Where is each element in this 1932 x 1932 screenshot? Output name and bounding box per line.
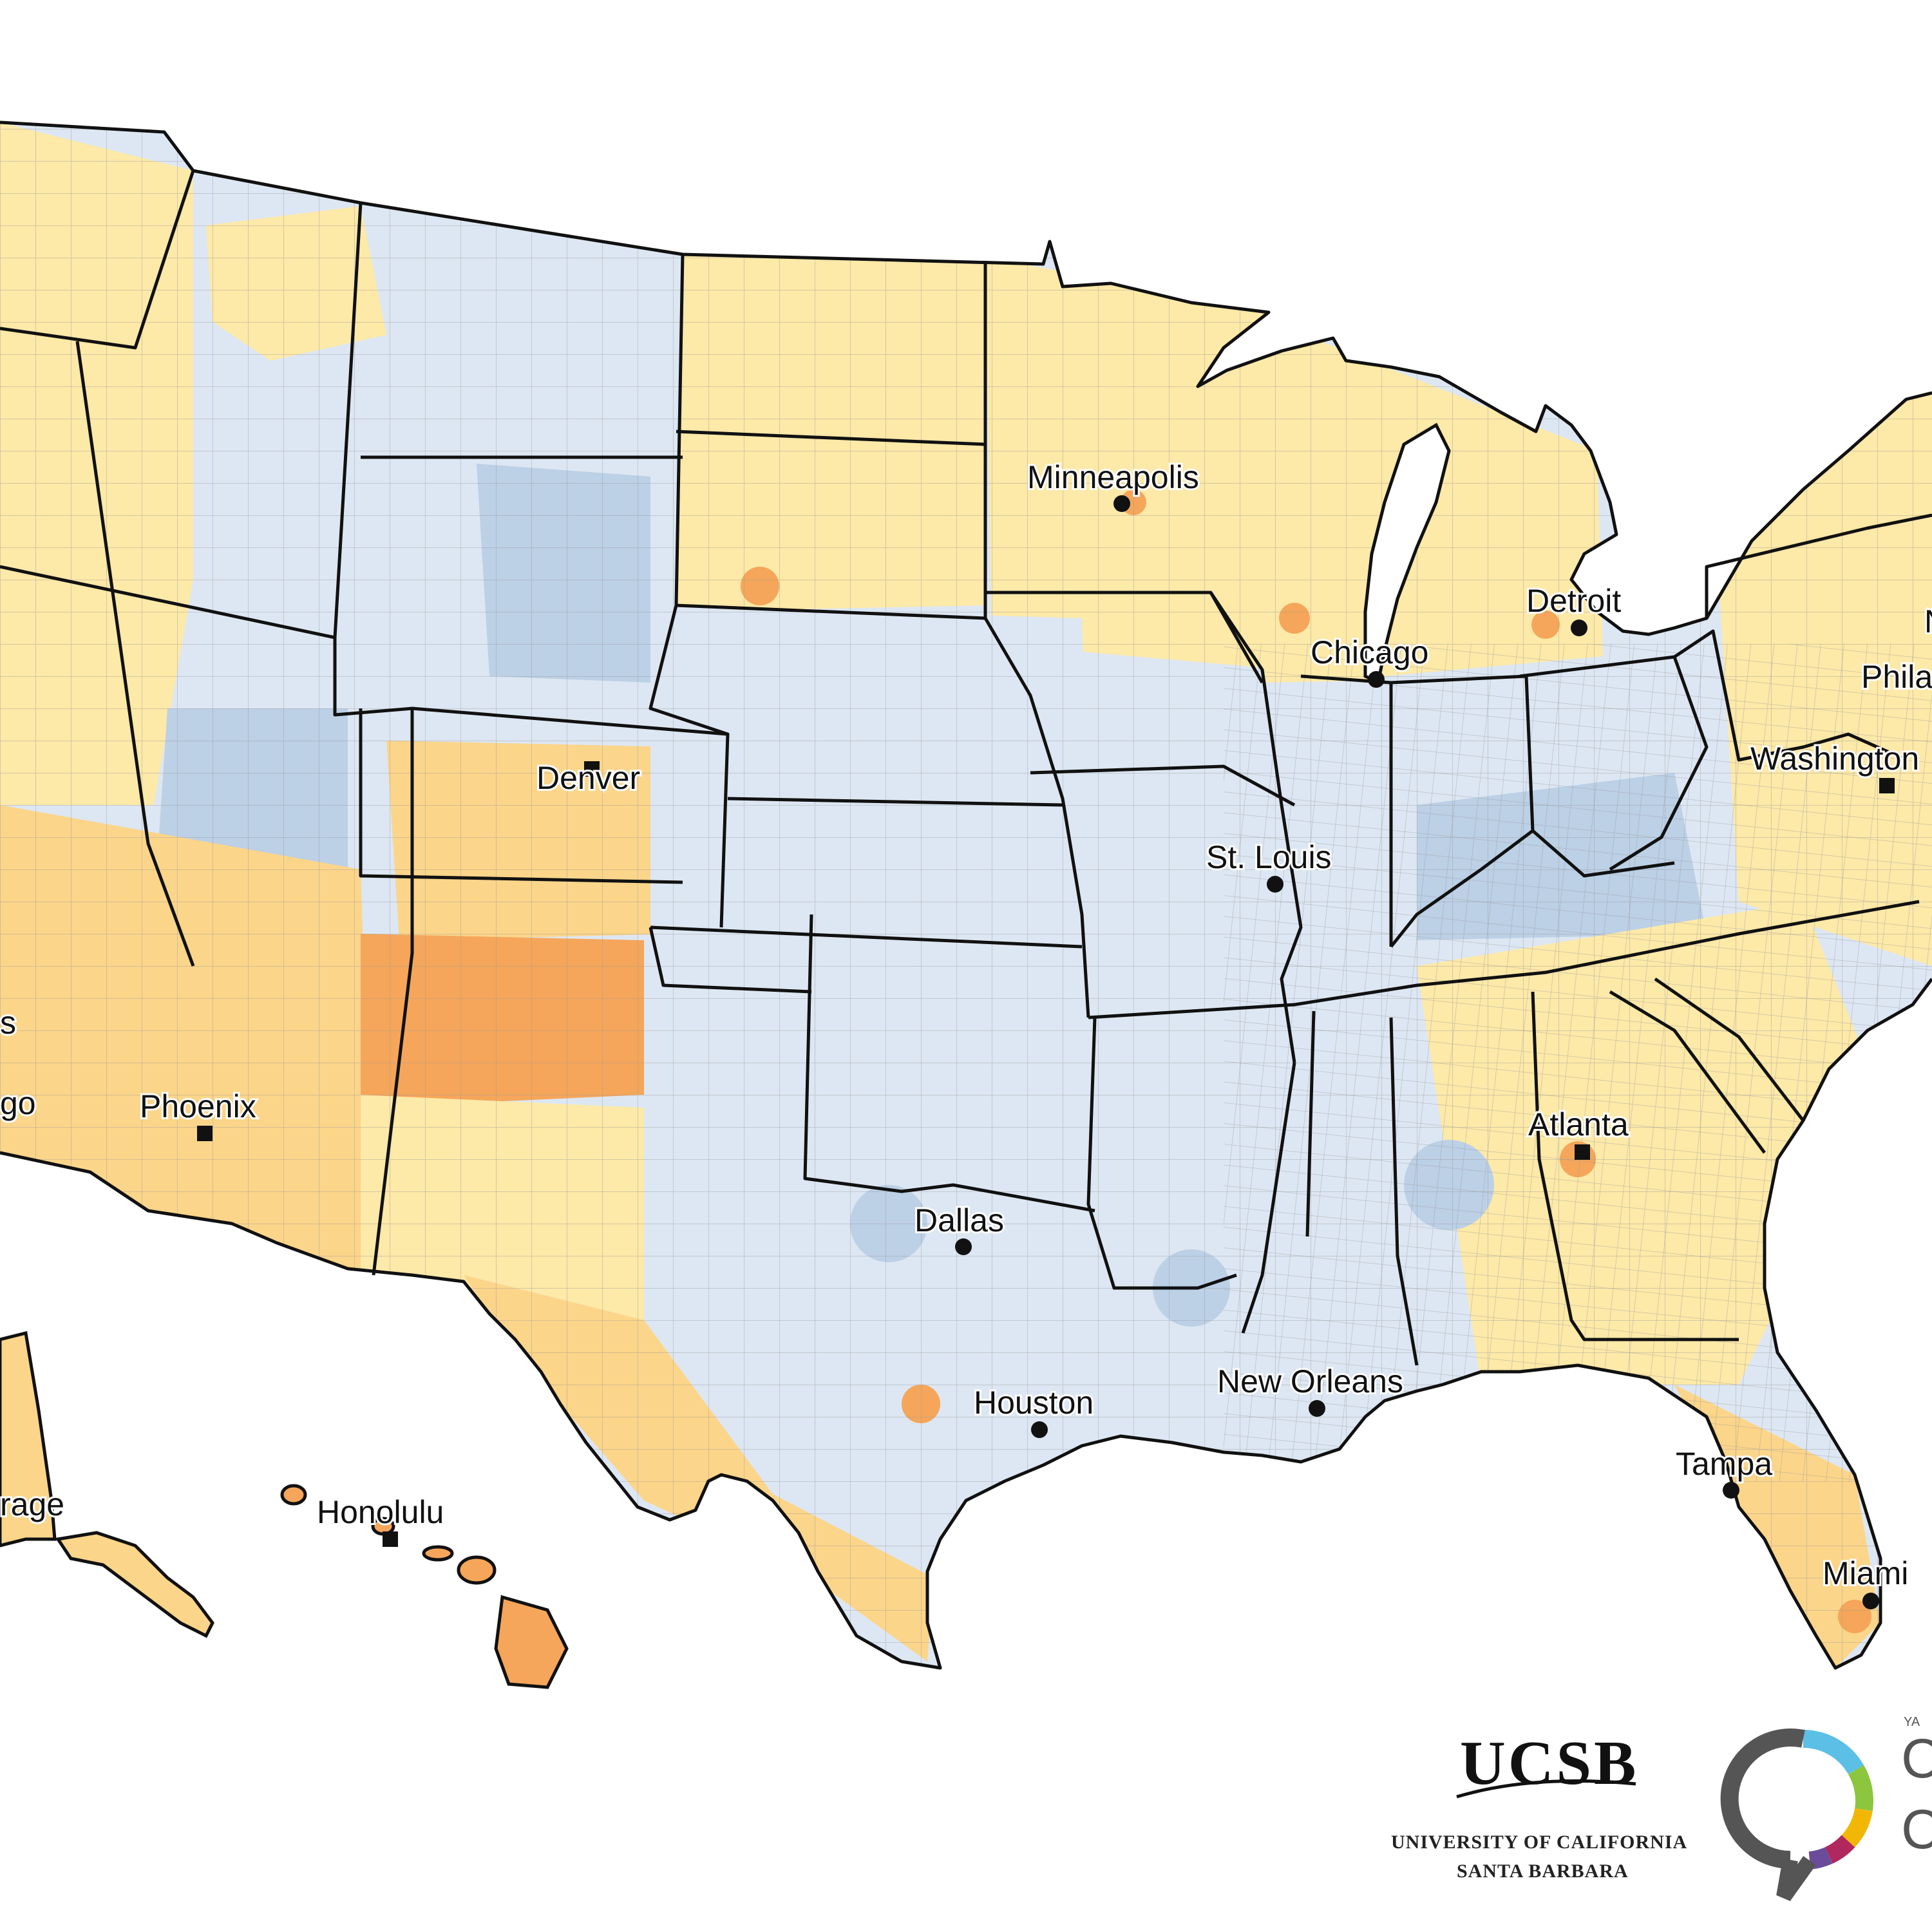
city-marker-square <box>1575 1144 1590 1160</box>
city-marker-square <box>584 761 600 777</box>
city-marker-circle <box>1113 495 1130 512</box>
city-label: New Orleans <box>1217 1363 1403 1399</box>
ring-seg-gray <box>1720 1728 1805 1869</box>
hawaii-molokai <box>422 1545 454 1562</box>
state-boundaries <box>0 170 1932 1366</box>
city-label: go <box>0 1085 36 1121</box>
city-marker-square <box>1879 778 1895 793</box>
city-philadelphia[interactable]: Phila <box>1859 657 1932 697</box>
ucsb-wave <box>1456 1779 1636 1799</box>
city-marker-circle <box>1862 1593 1879 1609</box>
city-new-orleans[interactable]: New Orleans <box>1215 1361 1405 1417</box>
city-san-diego[interactable]: go <box>0 1083 38 1123</box>
city-label: Phoenix <box>140 1088 256 1124</box>
city-marker-circle <box>1368 671 1385 688</box>
city-minneapolis[interactable]: Minneapolis <box>1025 457 1201 512</box>
ring-seg-purple <box>1808 1847 1833 1870</box>
city-los-angeles[interactable]: s <box>0 1003 18 1043</box>
city-label: Honolulu <box>317 1494 444 1530</box>
city-denver[interactable]: Denver <box>535 758 642 798</box>
city-label: Miami <box>1823 1555 1908 1591</box>
city-anchorage[interactable]: rage <box>0 1484 66 1524</box>
yale-ring <box>1720 1728 1874 1901</box>
yale-text-mid: C <box>1901 1728 1932 1790</box>
ucsb-logo: UCSB UNIVERSITY OF CALIFORNIA SANTA BARB… <box>1391 1728 1687 1882</box>
hawaii-big-island <box>494 1595 569 1689</box>
ucsb-wordmark: UCSB <box>1460 1728 1638 1798</box>
city-new-york[interactable]: N <box>1922 601 1932 641</box>
yale-text-top: YA <box>1904 1715 1920 1729</box>
city-phoenix[interactable]: Phoenix <box>138 1086 258 1141</box>
city-marker-circle <box>1031 1421 1048 1438</box>
city-label: Tampa <box>1676 1446 1772 1482</box>
alaska-panhandle <box>55 1531 214 1638</box>
city-marker-square <box>383 1531 398 1547</box>
ucsb-line1: UNIVERSITY OF CALIFORNIA <box>1391 1832 1687 1853</box>
city-marker-circle <box>955 1238 972 1255</box>
ring-tail <box>1776 1856 1816 1901</box>
city-label: Houston <box>974 1385 1094 1421</box>
city-label: Denver <box>536 760 640 796</box>
hawaii <box>280 1484 569 1689</box>
ring-seg-blue <box>1803 1730 1864 1775</box>
yale-climate-logo: YA C C <box>1720 1715 1932 1901</box>
city-chicago[interactable]: Chicago <box>1309 632 1430 688</box>
city-atlanta[interactable]: Atlanta <box>1526 1104 1631 1160</box>
city-dallas[interactable]: Dallas <box>913 1200 1006 1255</box>
yale-text-bot: C <box>1901 1799 1932 1861</box>
hawaii-maui <box>457 1555 497 1585</box>
city-detroit[interactable]: Detroit <box>1524 581 1623 636</box>
city-honolulu[interactable]: Honolulu <box>315 1492 446 1547</box>
city-tampa[interactable]: Tampa <box>1674 1444 1774 1499</box>
city-washington[interactable]: Washington <box>1748 739 1921 793</box>
city-st-louis[interactable]: St. Louis <box>1204 837 1334 893</box>
hawaii-kauai <box>280 1484 307 1506</box>
city-label: Minneapolis <box>1027 459 1199 495</box>
alaska-fragment <box>0 1331 57 1548</box>
city-label: rage <box>0 1486 64 1522</box>
ring-seg-green <box>1848 1765 1874 1812</box>
city-miami[interactable]: Miami <box>1821 1553 1910 1609</box>
ring-seg-red <box>1824 1835 1855 1864</box>
city-label: s <box>0 1005 16 1041</box>
city-marker-circle <box>1267 876 1283 893</box>
city-label: Atlanta <box>1528 1106 1629 1142</box>
city-label: Dallas <box>914 1202 1004 1238</box>
city-label: Detroit <box>1526 583 1621 619</box>
lake-michigan <box>1363 422 1451 685</box>
city-marker-square <box>197 1126 213 1141</box>
city-label: St. Louis <box>1206 839 1332 875</box>
city-label: N <box>1924 603 1932 639</box>
ring-seg-yellow <box>1841 1808 1873 1848</box>
city-label: Phila <box>1861 659 1932 695</box>
city-marker-circle <box>1723 1482 1739 1499</box>
ucsb-line2: SANTA BARBARA <box>1457 1861 1629 1882</box>
us-outline <box>0 120 1932 1670</box>
city-label: Chicago <box>1311 634 1428 670</box>
city-layer: Minneapolis Detroit Chicago Phila Washin… <box>0 457 1932 1609</box>
city-label: Washington <box>1750 741 1919 777</box>
city-houston[interactable]: Houston <box>972 1383 1095 1438</box>
city-marker-circle <box>1571 620 1587 636</box>
city-marker-circle <box>1309 1400 1325 1417</box>
